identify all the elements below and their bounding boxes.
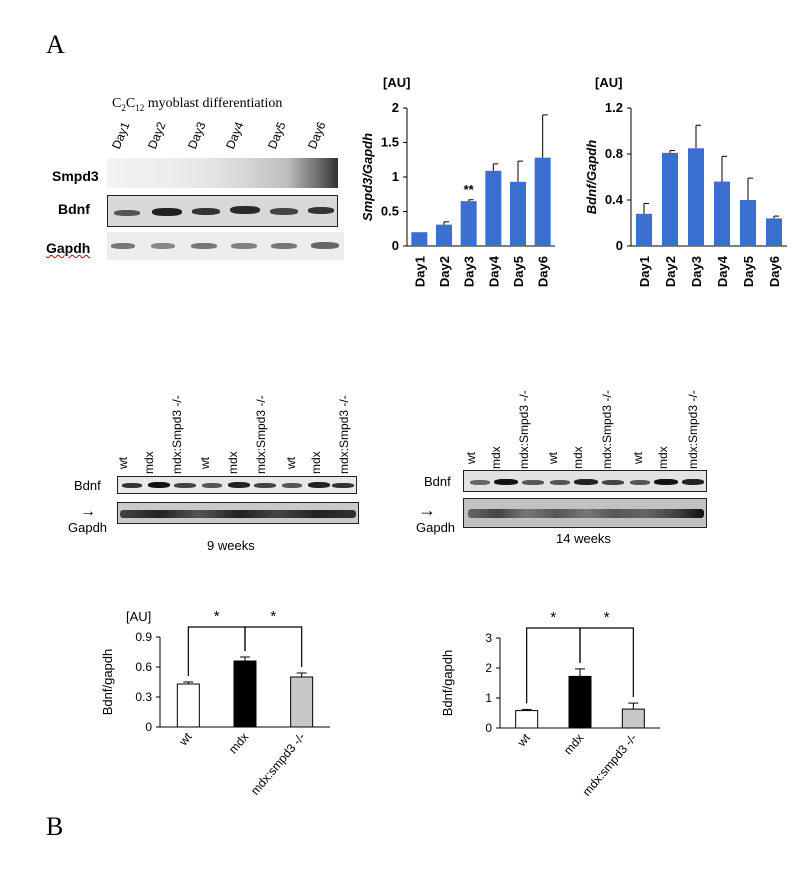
category-label: Day4 — [715, 255, 730, 287]
blot-b9-row-bdnf: Bdnf — [74, 478, 101, 493]
y-axis-label: Bdnf/gapdh — [440, 650, 455, 717]
category-label: Day1 — [637, 256, 652, 287]
bar — [290, 676, 314, 728]
chart-bdnf-gapdh-a: 0 0.4 0.8 1.2 [AU] Bdnf/Gapdh Day1 Day2 Day3 Day4… — [584, 75, 787, 287]
panel-b-label: B — [46, 812, 64, 841]
blot-b14-row-gapdh: Gapdh — [416, 520, 456, 535]
blot-a-title-sub2: 12 — [135, 102, 145, 113]
blot-b14-gapdh-strip — [463, 498, 707, 528]
bar — [176, 683, 200, 728]
y-tick-label: 0.4 — [605, 192, 624, 207]
y-tick-label: 2 — [485, 661, 492, 675]
blot-a-row-bdnf: Bdnf — [58, 201, 90, 217]
y-tick-label: 0.9 — [135, 630, 152, 644]
y-tick-label: 0 — [392, 238, 399, 253]
blot-b9-row-gapdh: Gapdh — [68, 520, 108, 535]
y-axis-label: Bdnf/gapdh — [100, 649, 115, 716]
significance-star: * — [604, 609, 610, 626]
arrow-icon: → — [418, 500, 436, 520]
bar — [515, 710, 539, 729]
category-label: Day2 — [437, 256, 452, 287]
y-tick-label: 3 — [485, 631, 492, 645]
bar — [568, 675, 592, 729]
y-tick-label: 0.6 — [135, 660, 152, 674]
y-tick-label: 0 — [485, 721, 492, 735]
y-tick-label: 0.5 — [381, 204, 399, 219]
blot-b9-gapdh-strip — [117, 502, 359, 524]
significance-bracket — [244, 626, 303, 667]
unit-label: [AU] — [126, 609, 151, 624]
blot-b14-caption: 14 weeks — [556, 531, 611, 546]
bar — [766, 218, 782, 246]
bar — [662, 152, 678, 246]
significance-annotation: ** — [464, 182, 475, 197]
blot-a-row-smpd3: Smpd3 — [52, 168, 99, 184]
significance-star: * — [550, 609, 556, 626]
blot-a-title-sub1: 2 — [121, 102, 126, 113]
y-tick-label: 1 — [485, 691, 492, 705]
panel-a-label: A — [46, 30, 65, 59]
category-label: Day5 — [511, 256, 526, 287]
significance-star: * — [214, 608, 220, 625]
category-label: mdx:smpd3 -/- — [248, 730, 308, 798]
blot-a-row-gapdh: Gapdh — [46, 240, 91, 256]
significance-bracket — [579, 627, 634, 698]
bar — [485, 170, 502, 246]
bar — [411, 232, 428, 246]
y-tick-label: 0.8 — [605, 146, 623, 161]
blot-b14-bdnf-strip — [463, 470, 707, 492]
category-label: mdx — [226, 730, 251, 756]
significance-star: * — [270, 608, 276, 625]
y-tick-label: 0 — [145, 720, 152, 734]
bar — [510, 181, 526, 246]
y-tick-label: 1.2 — [605, 100, 623, 115]
blot-a-title-rest: myoblast differentiation — [144, 96, 283, 111]
bar — [714, 181, 730, 246]
chart-smpd3-gapdh: 0 0.5 1 1.5 2 [AU] Smpd3/Gapdh Day1 Day2 Day3 Day4… — [360, 75, 555, 287]
bar — [460, 201, 477, 246]
category-label: Day5 — [741, 256, 756, 287]
bar — [621, 708, 645, 729]
category-label: wt — [514, 730, 534, 749]
category-label: Day4 — [486, 255, 501, 287]
category-label: wt — [176, 729, 196, 748]
y-tick-label: 2 — [392, 100, 399, 115]
y-tick-label: 0.3 — [135, 690, 152, 704]
unit-label: [AU] — [383, 75, 410, 90]
blot-a-bdnf-strip — [107, 195, 338, 227]
y-tick-label: 0 — [616, 238, 623, 253]
bar — [740, 200, 756, 246]
blot-a-title: C2C12 myoblast differentiation — [112, 96, 282, 113]
blot-a-title-c1: C — [112, 96, 122, 111]
category-label: Day6 — [767, 256, 782, 287]
category-label: Day1 — [412, 256, 427, 287]
y-axis-label: Bdnf/Gapdh — [584, 140, 599, 214]
bar — [534, 157, 551, 246]
bar — [436, 224, 452, 246]
blot-b14-row-bdnf: Bdnf — [424, 474, 451, 489]
category-label: Day2 — [663, 256, 678, 287]
bar — [233, 660, 257, 728]
blot-a-title-c2: C — [125, 96, 136, 111]
bar — [636, 213, 652, 246]
category-label: mdx — [561, 731, 586, 757]
arrow-icon: → — [80, 503, 96, 520]
blot-b9-bdnf-strip — [117, 476, 357, 494]
y-axis-label: Smpd3/Gapdh — [360, 133, 375, 221]
bar — [688, 148, 704, 246]
category-label: mdx:smpd3 -/- — [580, 731, 640, 799]
category-label: Day3 — [462, 256, 477, 287]
unit-label: [AU] — [595, 75, 622, 90]
y-tick-label: 1 — [392, 169, 399, 184]
blot-b9-caption: 9 weeks — [207, 538, 255, 553]
category-label: Day3 — [689, 256, 704, 287]
blot-a-gapdh-strip — [107, 232, 344, 260]
y-tick-label: 1.5 — [381, 135, 399, 150]
blot-a-smpd3-strip — [107, 158, 338, 188]
category-label: Day6 — [536, 256, 551, 287]
